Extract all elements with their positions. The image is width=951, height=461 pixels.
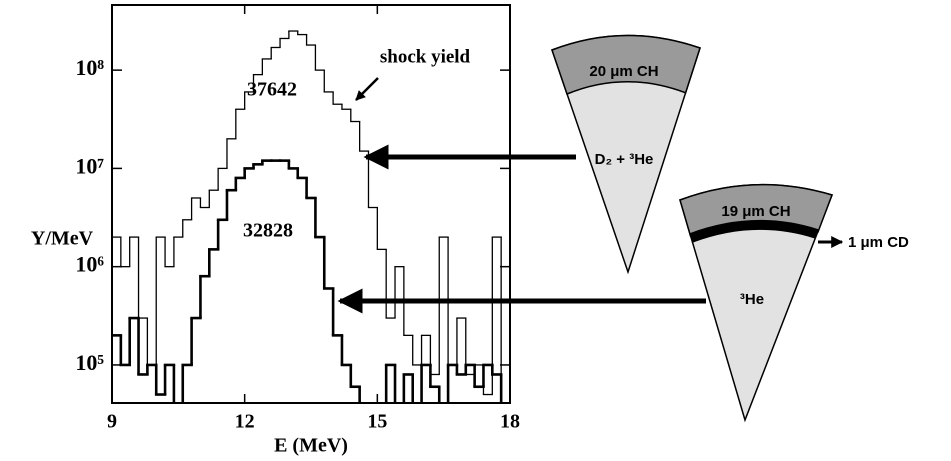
shell-label: 20 μm CH: [589, 63, 658, 80]
y-tick-label: 10⁵: [75, 350, 104, 375]
fill-label: D₂ + ³He: [595, 151, 654, 168]
plot: [112, 30, 503, 403]
shell-label: 19 μm CH: [721, 203, 790, 220]
plot-frame: [111, 4, 511, 404]
series-label: 32828: [243, 220, 293, 242]
annotation-arrow: [355, 77, 379, 101]
x-axis-label: E (MeV): [274, 435, 348, 457]
cd-layer: [689, 219, 819, 243]
y-axis-label: Y/MeV: [31, 228, 94, 250]
y-tick-label: 10⁷: [75, 153, 104, 178]
fill-label: ³He: [740, 291, 764, 308]
x-tick-label: 9: [107, 411, 117, 433]
shell-band: [551, 34, 701, 95]
x-tick-label: 18: [500, 411, 520, 433]
annotation: shock yield: [380, 46, 471, 67]
y-tick-label: 10⁶: [75, 252, 104, 277]
x-tick-label: 12: [235, 411, 255, 433]
y-tick-label: 10⁸: [75, 55, 104, 80]
x-tick-label: 15: [367, 411, 387, 433]
layer-label: 1 μm CD: [848, 234, 909, 251]
series-label: 37642: [247, 79, 297, 101]
series-group: [112, 30, 503, 403]
